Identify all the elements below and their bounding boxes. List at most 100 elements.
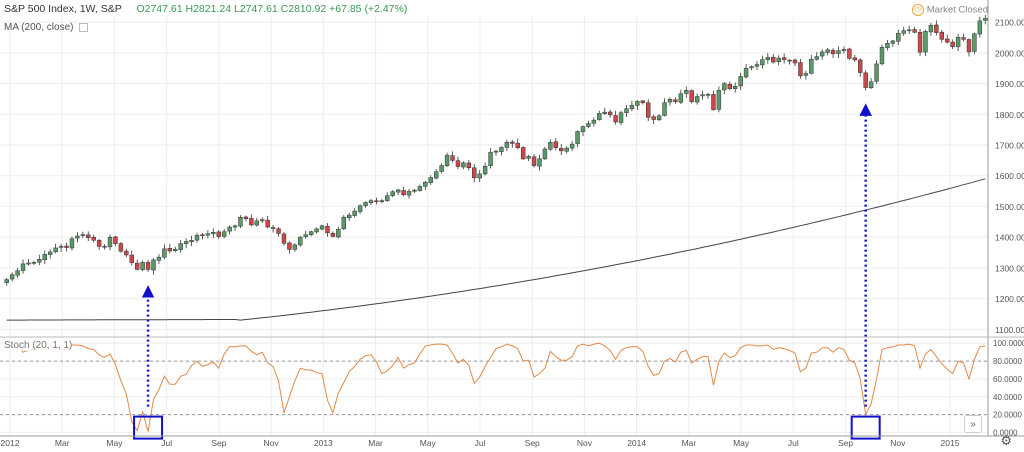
candle-body-up [260,219,265,222]
time-tick-label: May [733,438,750,448]
candle-body-down [651,116,656,120]
candle-body-up [819,51,825,57]
market-status-label: Market Closed [926,4,988,16]
candle [450,151,455,163]
candle-body-up [923,31,928,53]
candle-body-up [357,205,363,212]
candle [841,46,847,54]
candle [792,58,798,67]
candle [700,90,705,100]
candle-body-down [787,59,792,62]
candle-body-down [330,233,336,237]
candle-body-down [515,142,520,149]
time-tick-label: 2013 [314,438,333,448]
annotations [133,103,881,440]
candle-body-up [586,123,591,127]
candle-body-up [977,20,983,35]
candle-body-up [743,67,749,78]
candle-body-up [928,24,934,33]
candle-body-down [113,236,118,244]
candle [651,114,656,125]
candle-body-up [341,216,346,230]
candle-body-up [776,57,781,62]
candle-body-up [542,148,548,160]
candle-body-down [200,234,205,236]
time-tick-label: 2012 [1,438,20,448]
candle-body-up [53,247,58,253]
candle-body-down [613,115,618,123]
candle [75,232,80,243]
time-tick-label: Jul [788,438,799,448]
candle [319,224,325,231]
ma-indicator-legend[interactable]: MA (200, close) [4,22,89,33]
candle-body-down [912,29,917,33]
candle [830,48,836,58]
candle-body-up [238,216,243,227]
price-tick-label: 1800.00 [995,110,1024,120]
market-status: ◷ Market Closed [911,4,988,16]
time-tick-label: May [106,438,123,448]
candle [4,278,9,286]
candle-body-down [858,59,863,73]
candle-body-up [232,225,238,228]
candle [814,52,819,61]
candle-body-up [20,263,26,271]
candle [613,110,618,125]
time-tick-label: Nov [890,438,906,448]
candle-body-down [145,262,151,270]
candle [640,99,645,105]
candle-body-down [96,240,102,247]
settings-toggle-icon[interactable] [79,22,89,32]
time-tick-label: Mar [368,438,383,448]
candle [156,254,162,264]
candle [368,198,374,206]
stoch-indicator-legend[interactable]: Stoch (20, 1, 1) [4,340,73,351]
gear-icon[interactable]: ⚙ [1000,433,1012,448]
candle [743,64,749,79]
candle-body-up [439,165,444,172]
candle [972,32,977,54]
candle [629,100,635,112]
candle [482,162,488,176]
candle [537,154,542,171]
price-tick-label: 1700.00 [995,141,1024,151]
candle-body-up [738,76,743,87]
candle [939,29,944,43]
candle [874,60,879,85]
candle-body-up [412,189,417,192]
candle [493,149,499,156]
candle [716,86,722,113]
candle-body-up [618,112,624,123]
scroll-to-realtime-button[interactable]: » [964,415,982,433]
candle [385,192,390,202]
candle-body-up [896,32,901,42]
candle [966,38,972,57]
candle [64,242,69,252]
candle-body-up [368,200,374,204]
candle [26,259,31,266]
candle-body-down [455,160,461,167]
candle [906,25,912,34]
candle-body-up [667,98,673,103]
candle [923,29,928,57]
candle [102,244,107,250]
candle [607,109,613,118]
candle [461,161,466,170]
candle [58,243,64,252]
candle-body-up [694,96,700,103]
candle [254,217,260,227]
candle [151,258,156,275]
candle-body-up [461,162,466,168]
candle [167,243,173,254]
candle [732,82,738,93]
candle [200,233,205,240]
time-tick-label: Sep [525,438,540,448]
candle [439,163,444,174]
candle [961,33,966,42]
candle-body-down [673,99,678,102]
candle [194,232,200,243]
candle-body-down [792,59,798,64]
candle-body-up [493,150,499,153]
candle-body-up [635,101,640,106]
